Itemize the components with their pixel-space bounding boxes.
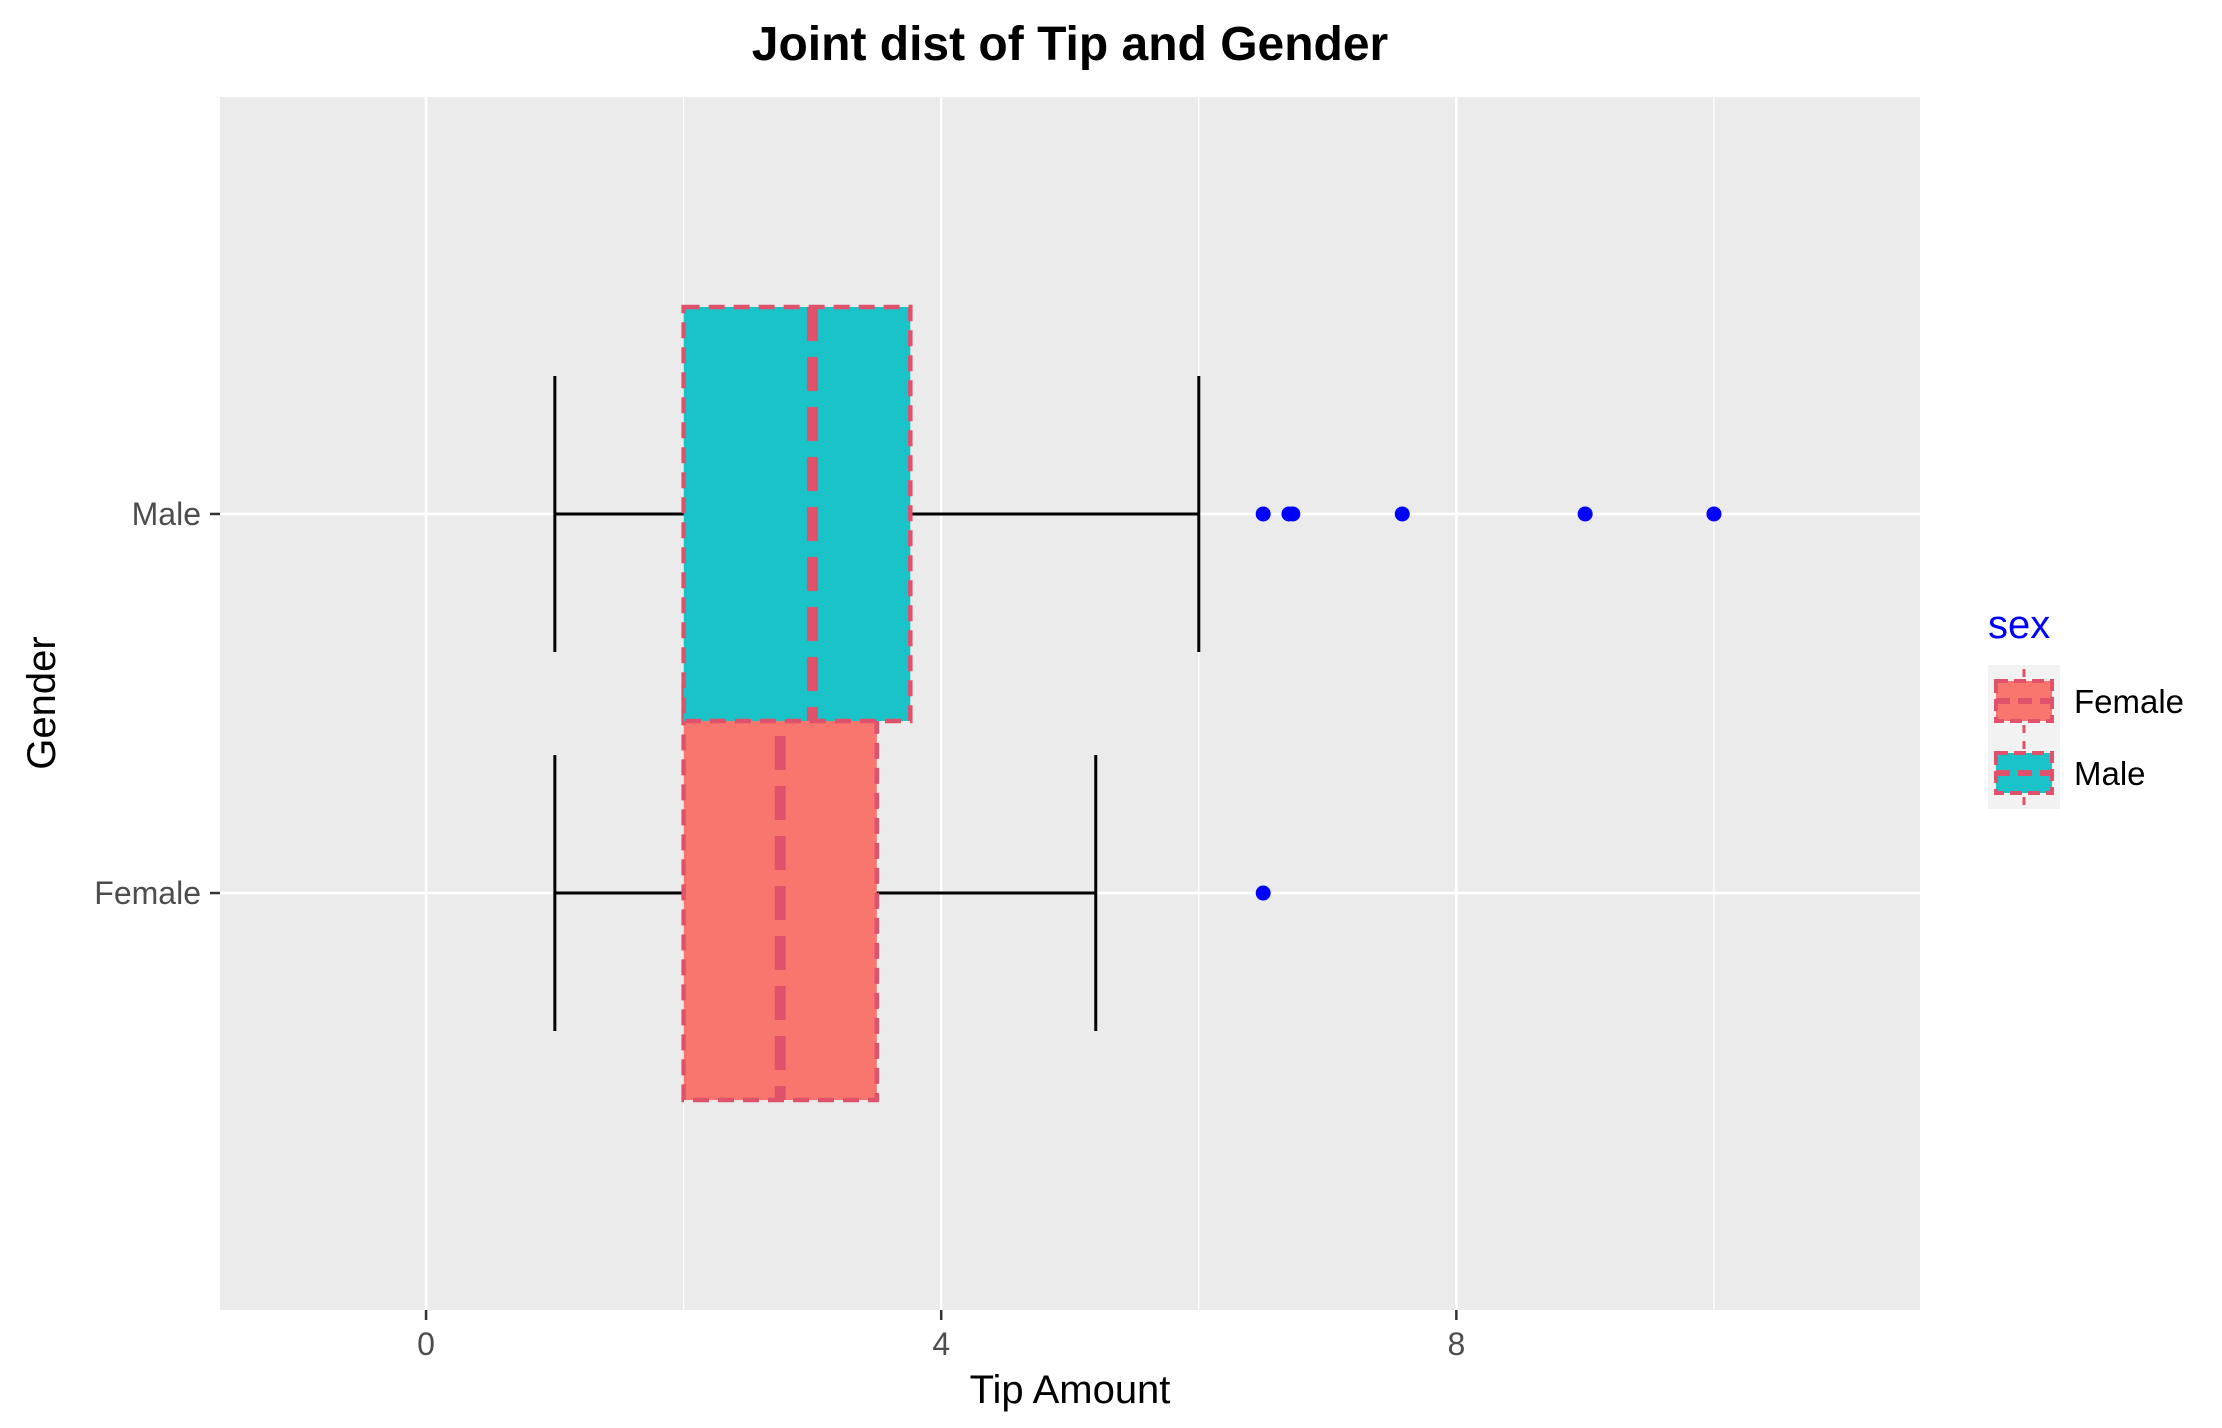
- legend: sex Female Male: [1988, 603, 2184, 809]
- legend-item-female: Female: [1988, 665, 2184, 737]
- box-iqr: [681, 304, 913, 724]
- legend-label: Male: [2074, 755, 2146, 792]
- outlier-point: [1255, 506, 1271, 522]
- axes: 0 4 8 Female Male: [94, 496, 1465, 1362]
- y-tick-label: Female: [94, 875, 201, 911]
- boxes: [553, 304, 1201, 1103]
- chart-title: Joint dist of Tip and Gender: [752, 18, 1388, 71]
- outlier-point: [1285, 506, 1301, 522]
- legend-item-male: Male: [1988, 737, 2146, 809]
- box-female: [553, 683, 1098, 1103]
- outlier-point: [1577, 506, 1593, 522]
- y-tick-label: Male: [132, 496, 201, 532]
- plot-panel: [220, 97, 1920, 1310]
- x-tick-label: 8: [1447, 1326, 1465, 1362]
- x-tick-label: 0: [417, 1326, 435, 1362]
- y-axis-title: Gender: [20, 636, 64, 769]
- x-axis-title: Tip Amount: [970, 1368, 1171, 1412]
- outlier-point: [1706, 506, 1722, 522]
- outlier-point: [1394, 506, 1410, 522]
- gridlines: [220, 97, 1920, 1310]
- outlier-point: [1255, 885, 1271, 901]
- box-male: [553, 304, 1201, 724]
- x-tick-label: 4: [932, 1326, 950, 1362]
- legend-title: sex: [1988, 603, 2050, 647]
- legend-label: Female: [2074, 683, 2184, 720]
- outlier-points: [1255, 506, 1722, 901]
